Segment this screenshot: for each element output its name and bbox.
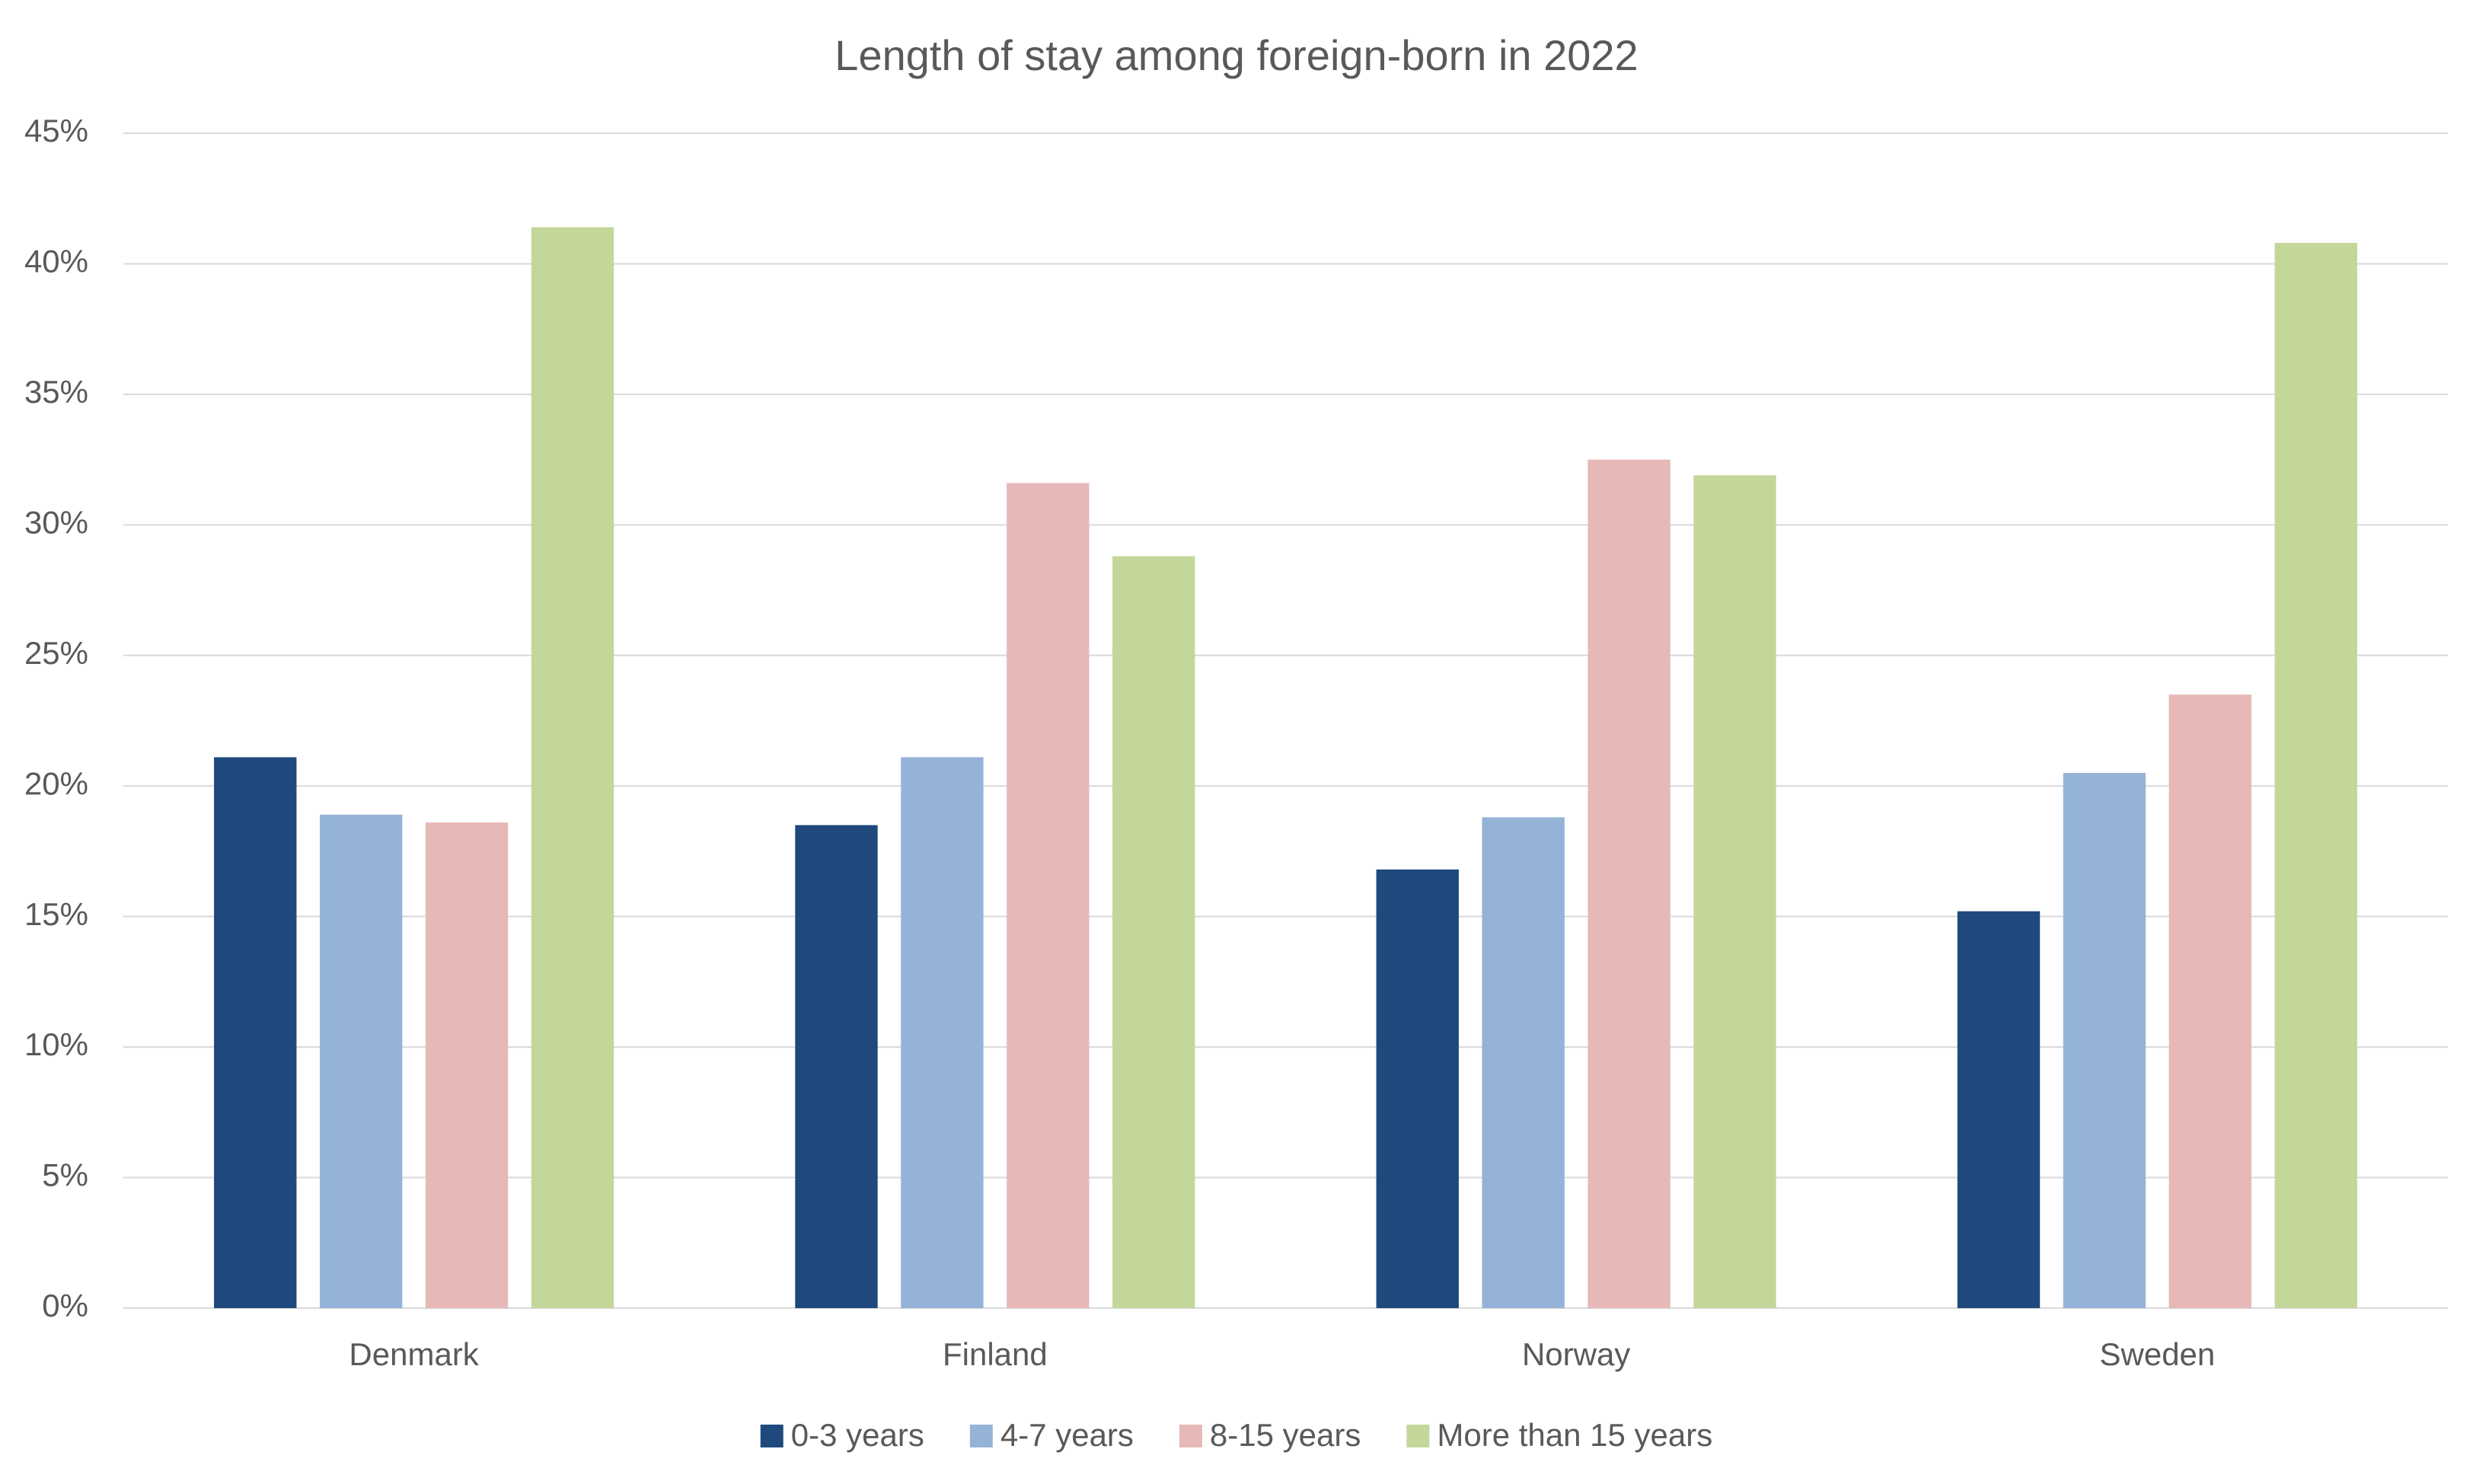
bar	[214, 757, 297, 1308]
x-tick-label: Sweden	[2099, 1336, 2215, 1372]
bar	[1112, 556, 1195, 1308]
y-tick-label: 20%	[24, 765, 88, 801]
bar	[1693, 475, 1776, 1308]
y-tick-label: 15%	[24, 896, 88, 932]
legend-label: 0-3 years	[791, 1417, 924, 1453]
bar	[795, 825, 878, 1308]
chart-title: Length of stay among foreign-born in 202…	[834, 31, 1638, 79]
y-tick-label: 45%	[24, 113, 88, 148]
legend-swatch	[760, 1425, 783, 1447]
y-tick-label: 25%	[24, 635, 88, 671]
bar	[901, 757, 984, 1308]
bar	[1588, 459, 1670, 1308]
bar	[1482, 817, 1565, 1308]
y-tick-label: 30%	[24, 504, 88, 540]
legend-swatch	[1179, 1425, 1202, 1447]
x-tick-label: Finland	[943, 1336, 1048, 1372]
legend-label: More than 15 years	[1437, 1417, 1712, 1453]
bar	[1376, 869, 1459, 1308]
bar	[531, 227, 614, 1309]
y-tick-label: 10%	[24, 1026, 88, 1062]
bar	[2168, 694, 2252, 1308]
bar	[2274, 243, 2357, 1309]
legend-label: 4-7 years	[1000, 1417, 1134, 1453]
bar	[2063, 773, 2146, 1308]
y-tick-label: 5%	[42, 1157, 88, 1193]
legend-label: 8-15 years	[1210, 1417, 1361, 1453]
y-tick-label: 40%	[24, 244, 88, 279]
bar	[425, 822, 509, 1308]
x-tick-label: Norway	[1522, 1336, 1630, 1372]
y-tick-label: 0%	[42, 1288, 88, 1323]
x-tick-label: Denmark	[349, 1336, 479, 1372]
bar	[1957, 911, 2041, 1308]
y-tick-label: 35%	[24, 374, 88, 410]
bar	[1007, 483, 1090, 1308]
legend: 0-3 years 4-7 years 8-15 years More than 15…	[760, 1417, 1712, 1453]
legend-swatch	[1406, 1425, 1430, 1447]
legend-swatch	[969, 1425, 993, 1447]
bar	[319, 814, 403, 1308]
